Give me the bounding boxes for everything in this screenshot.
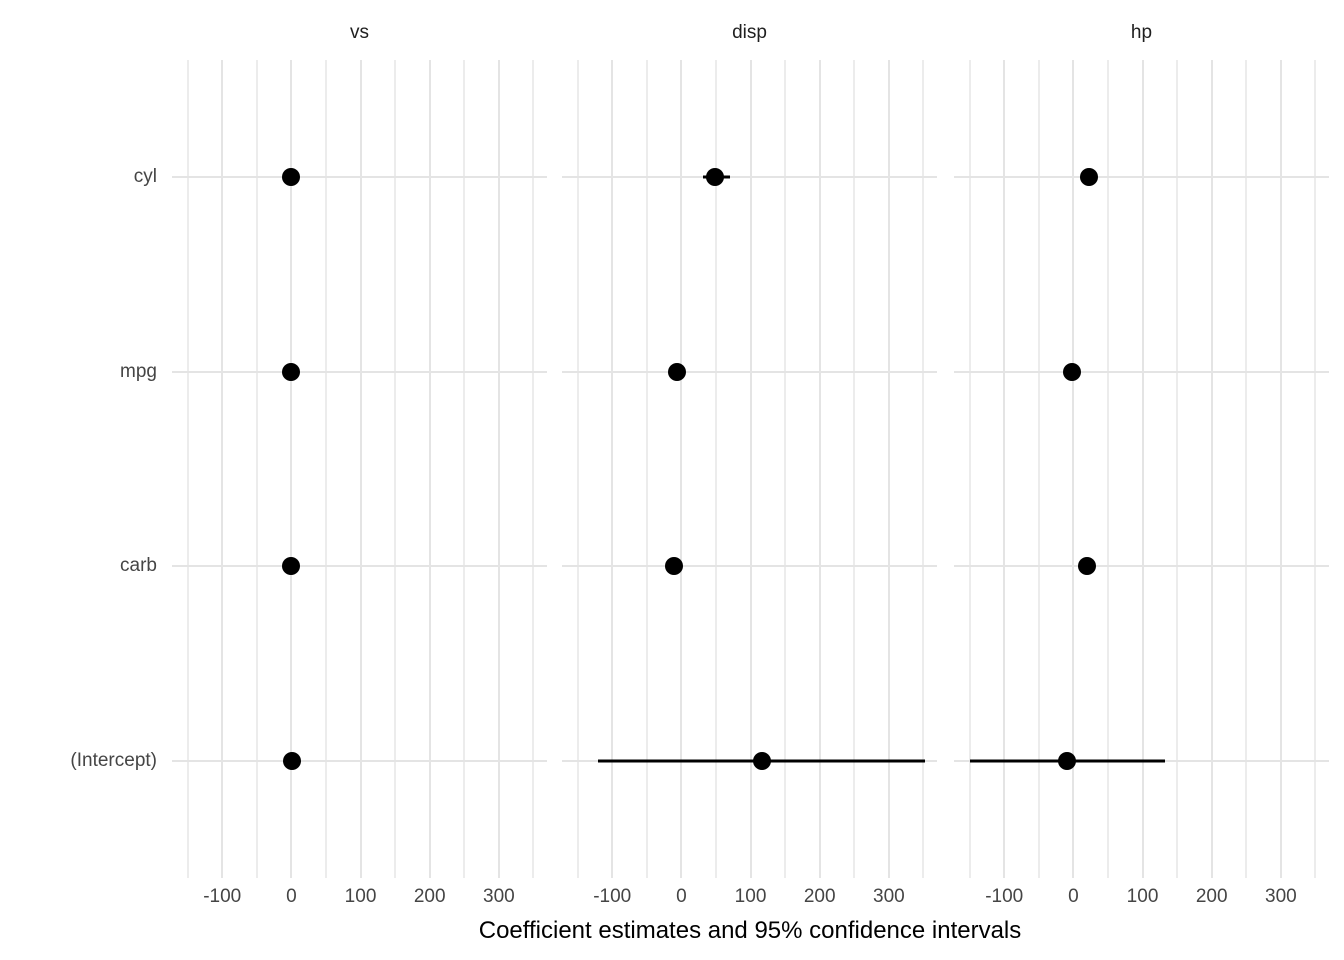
- gridline-vertical-minor: [324, 60, 327, 878]
- estimate-point: [282, 362, 301, 381]
- x-axis-tick-label: 100: [344, 886, 377, 907]
- gridline-vertical-major: [680, 60, 683, 878]
- gridline-vertical-minor: [922, 60, 925, 878]
- estimate-point: [1079, 167, 1098, 186]
- gridline-vertical-major: [818, 60, 821, 878]
- gridline-vertical-major: [1141, 60, 1144, 878]
- y-axis-term-label: cyl: [133, 165, 157, 187]
- x-axis-tick-label: 200: [1195, 886, 1228, 907]
- x-axis-tick-label: -100: [985, 886, 1024, 907]
- y-axis-term-label: mpg: [120, 360, 157, 382]
- gridline-vertical-major: [887, 60, 890, 878]
- gridline-vertical-minor: [714, 60, 717, 878]
- gridline-vertical-major: [1072, 60, 1075, 878]
- gridline-vertical-major: [221, 60, 224, 878]
- facet-strip-label: vs: [350, 22, 369, 43]
- gridline-vertical-minor: [532, 60, 535, 878]
- gridline-vertical-major: [290, 60, 293, 878]
- estimate-point: [752, 752, 771, 771]
- y-axis-term-label: (Intercept): [70, 750, 157, 772]
- x-axis-tick-label: -100: [203, 886, 242, 907]
- gridline-vertical-major: [749, 60, 752, 878]
- gridline-vertical-minor: [394, 60, 397, 878]
- gridline-vertical-minor: [645, 60, 648, 878]
- gridline-vertical-major: [1003, 60, 1006, 878]
- x-axis-tick-label: -100: [593, 886, 632, 907]
- x-axis-tick-label: 300: [873, 886, 905, 907]
- x-axis-title: Coefficient estimates and 95% confidence…: [478, 917, 1022, 944]
- estimate-point: [1058, 752, 1077, 771]
- gridline-horizontal-major: [172, 760, 547, 763]
- gridline-vertical-major: [1210, 60, 1213, 878]
- x-axis-tick-label: 100: [734, 886, 767, 907]
- x-axis-tick-label: 0: [286, 886, 297, 907]
- gridline-horizontal-major: [562, 175, 937, 178]
- estimate-point: [282, 167, 301, 186]
- estimate-point: [668, 362, 687, 381]
- gridline-vertical-minor: [784, 60, 787, 878]
- gridline-horizontal-major: [562, 565, 937, 568]
- gridline-vertical-major: [611, 60, 614, 878]
- gridline-horizontal-major: [172, 175, 547, 178]
- estimate-point: [705, 167, 724, 186]
- gridline-vertical-minor: [463, 60, 466, 878]
- gridline-vertical-minor: [1245, 60, 1248, 878]
- estimate-point: [282, 557, 301, 576]
- estimate-point: [1062, 362, 1081, 381]
- x-axis-tick-label: 0: [1068, 886, 1079, 907]
- x-axis-tick-label: 300: [483, 886, 515, 907]
- gridline-vertical-minor: [968, 60, 971, 878]
- gridline-vertical-minor: [255, 60, 258, 878]
- gridline-vertical-major: [359, 60, 362, 878]
- facet-strip-label: hp: [1130, 22, 1153, 43]
- gridline-vertical-major: [428, 60, 431, 878]
- gridline-horizontal-major: [172, 370, 547, 373]
- gridline-horizontal-major: [954, 175, 1329, 178]
- gridline-vertical-minor: [1176, 60, 1179, 878]
- y-axis-term-label: carb: [120, 555, 157, 577]
- estimate-point: [665, 557, 684, 576]
- estimate-point: [1077, 557, 1096, 576]
- gridline-vertical-minor: [1314, 60, 1317, 878]
- gridline-vertical-minor: [853, 60, 856, 878]
- gridline-horizontal-major: [172, 565, 547, 568]
- x-axis-tick-label: 200: [803, 886, 836, 907]
- facet-strip-label: disp: [732, 22, 767, 43]
- gridline-vertical-minor: [1037, 60, 1040, 878]
- gridline-horizontal-major: [954, 565, 1329, 568]
- gridline-horizontal-major: [562, 370, 937, 373]
- x-axis-tick-label: 100: [1126, 886, 1159, 907]
- x-axis-tick-label: 300: [1265, 886, 1297, 907]
- x-axis-tick-label: 0: [676, 886, 687, 907]
- gridline-vertical-major: [497, 60, 500, 878]
- estimate-point: [283, 752, 302, 771]
- x-axis-tick-label: 200: [413, 886, 446, 907]
- gridline-vertical-minor: [1106, 60, 1109, 878]
- gridline-vertical-minor: [576, 60, 579, 878]
- gridline-vertical-minor: [186, 60, 189, 878]
- gridline-vertical-major: [1279, 60, 1282, 878]
- gridline-horizontal-major: [954, 370, 1329, 373]
